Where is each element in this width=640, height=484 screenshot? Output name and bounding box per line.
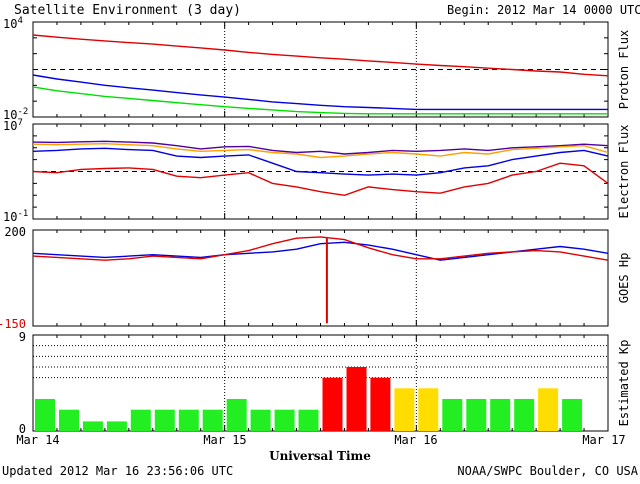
kp-bar (59, 409, 79, 431)
panel-ylabel: GOES Hp (617, 253, 631, 304)
series-blue (32, 74, 608, 111)
panel-ylabel: Proton Flux (617, 30, 631, 109)
kp-bar (346, 367, 367, 431)
panel-4: 9 0 Estimated Kp (19, 330, 631, 436)
kp-bar (442, 399, 463, 431)
kp-bar (370, 377, 391, 431)
panel-3: 200 -150 GOES Hp (0, 225, 631, 331)
kp-bar (394, 388, 415, 431)
kp-bar (106, 421, 127, 431)
panel-ylabel: Estimated Kp (617, 340, 631, 427)
y-tick-label-bottom: 0 (19, 422, 26, 436)
x-tick-mar15: Mar 15 (203, 433, 246, 447)
begin-label: Begin: (447, 3, 490, 17)
kp-bar (82, 421, 103, 431)
series-orange (32, 142, 609, 159)
panel-ylabel: Electron Flux (617, 125, 631, 219)
y-tick-label-top: 107 (3, 118, 23, 133)
kp-bar (154, 409, 175, 431)
kp-bar (226, 399, 247, 431)
y-tick-label-bottom: 10-2 (3, 107, 28, 122)
x-tick-mar17: Mar 17 (582, 433, 625, 447)
x-axis-title: Universal Time (269, 449, 371, 463)
kp-bar (322, 377, 343, 431)
kp-bar (562, 399, 583, 431)
kp-bar (250, 409, 271, 431)
series-blue (32, 147, 609, 176)
kp-bar (178, 409, 199, 431)
panel-2: 107 10-1 Electron Flux (3, 118, 631, 224)
kp-bar (274, 409, 295, 431)
kp-bar (538, 388, 559, 431)
y-tick-label-top: 104 (3, 16, 23, 31)
kp-bar (130, 409, 151, 431)
series-red (32, 236, 609, 261)
kp-bar (490, 399, 511, 431)
series-red (32, 162, 609, 197)
y-tick-label-top: 9 (19, 330, 26, 344)
kp-bar (418, 388, 439, 431)
y-tick-label-bottom: 10-1 (3, 209, 28, 224)
kp-bar (514, 399, 535, 431)
kp-bar (298, 409, 319, 431)
begin-value: 2012 Mar 14 0000 UTC (497, 3, 640, 17)
kp-bar (466, 399, 487, 431)
x-tick-mar14: Mar 14 (16, 433, 59, 447)
x-tick-mar16: Mar 16 (394, 433, 437, 447)
kp-bar (35, 399, 55, 431)
updated-timestamp: Updated 2012 Mar 16 23:56:06 UTC (2, 464, 233, 478)
series-purple (32, 140, 609, 155)
panel-1: 104 10-2 Proton Flux (3, 16, 631, 122)
series-red (32, 34, 609, 77)
credit-text: NOAA/SWPC Boulder, CO USA (457, 464, 638, 478)
plot-title: Satellite Environment (3 day) (14, 3, 241, 18)
y-tick-label-top: 200 (4, 225, 26, 239)
kp-bar (202, 409, 223, 431)
panels: 104 10-2 Proton Flux 107 10-1 Electron Flux 20… (0, 16, 631, 436)
y-tick-label-bottom: -150 (0, 317, 26, 331)
series-green (32, 86, 608, 115)
